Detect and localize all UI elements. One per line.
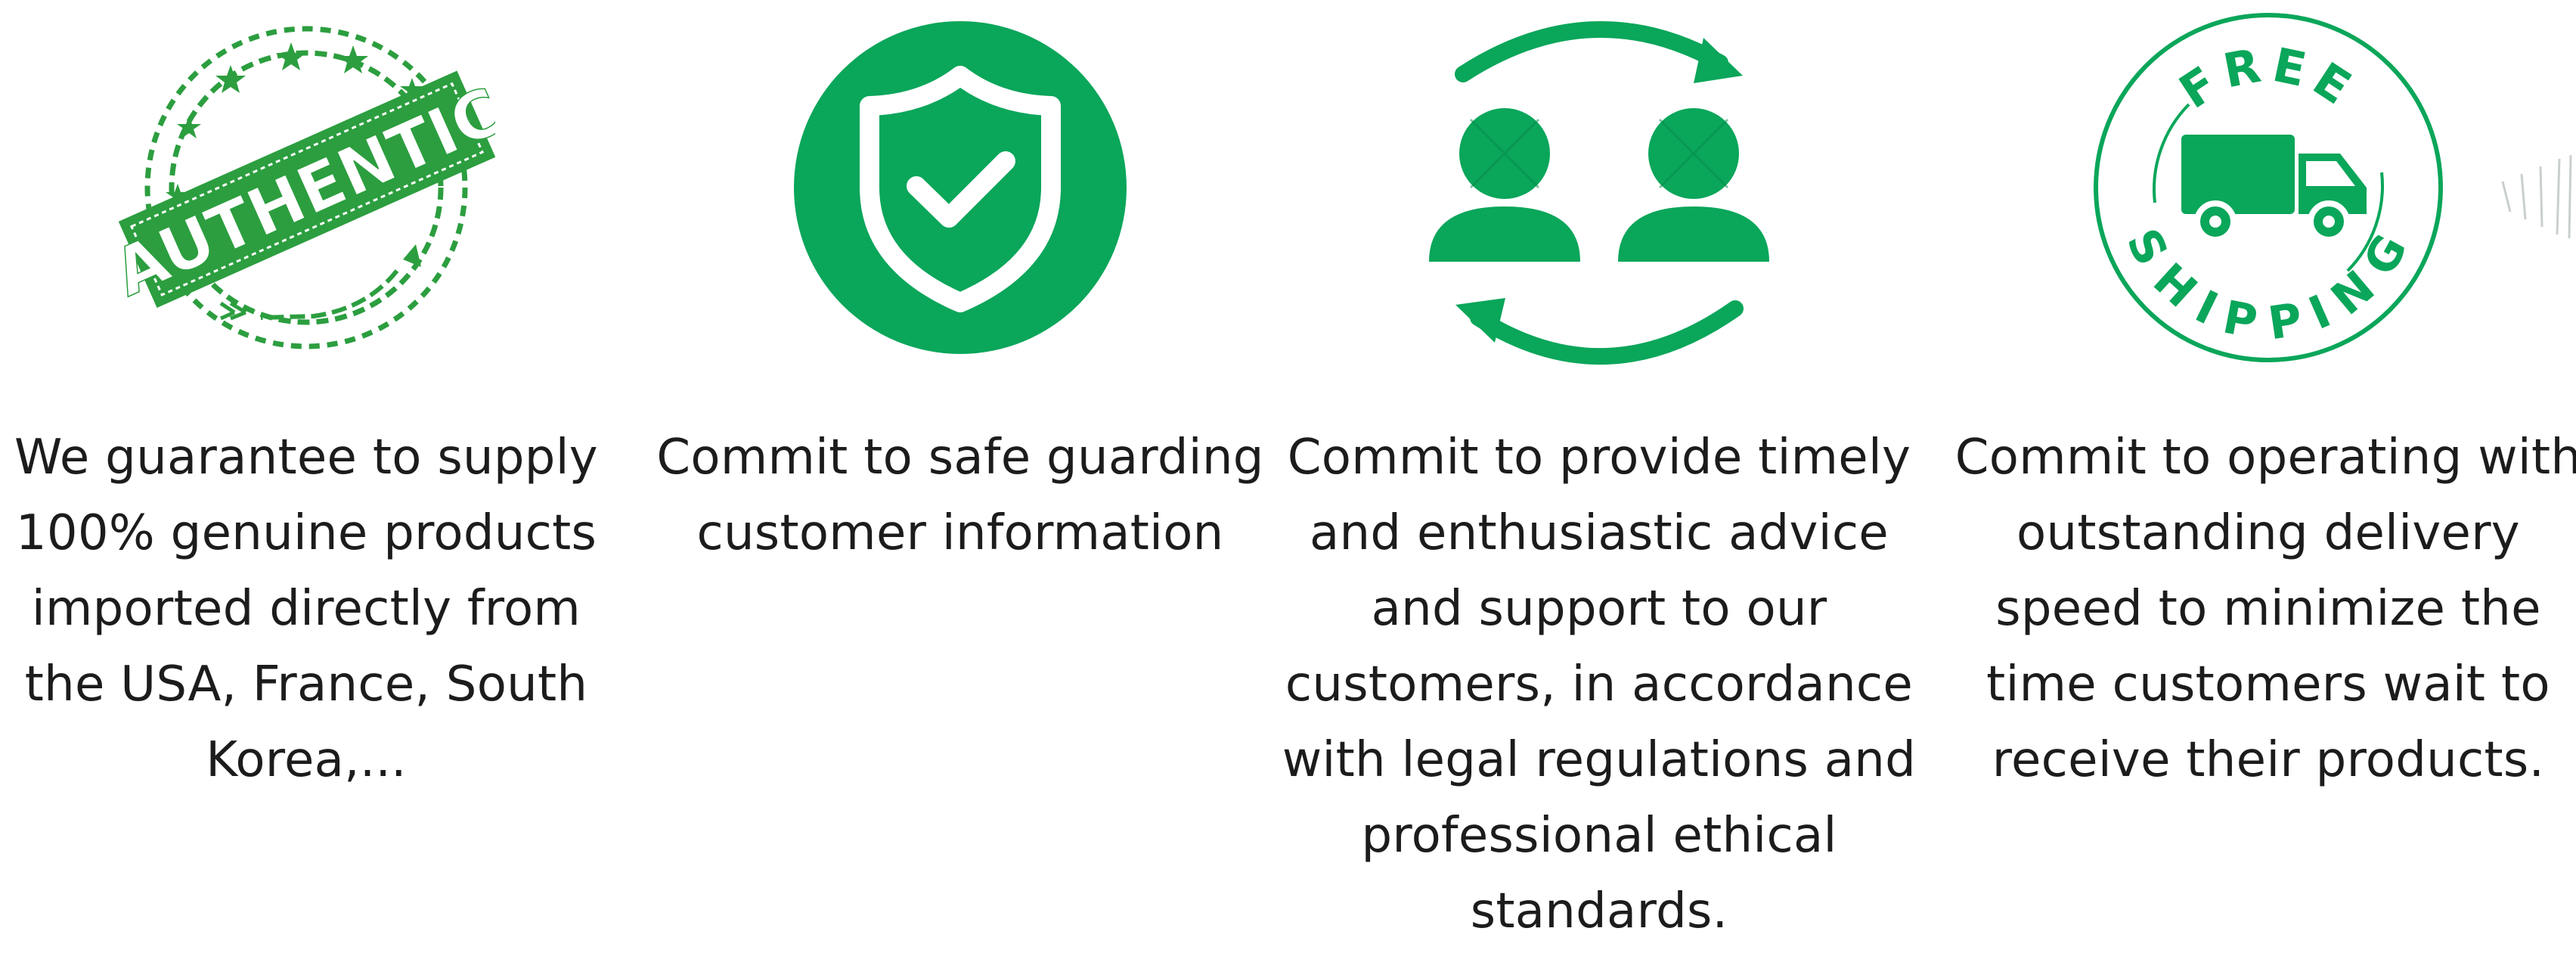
feature-description: Commit to provide timely and enthusiasti…: [1282, 430, 1917, 939]
feature-security: Commit to safe guarding customer informa…: [643, 0, 1278, 953]
badge-top-text: FREE: [2170, 36, 2360, 120]
badge-bottom-text: SHIPPING: [2116, 221, 2414, 351]
feature-description: Commit to safe guarding customer informa…: [656, 430, 1264, 561]
free-shipping-truck-icon: FREE SHIPPING: [2079, 6, 2457, 369]
customer-support-exchange-icon: [1410, 6, 1788, 369]
authentic-stamp-icon: AUTHENTIC: [117, 6, 495, 369]
svg-text:SHIPPING: SHIPPING: [2116, 221, 2420, 351]
feature-customer-support: Commit to provide timely and enthusiasti…: [1282, 0, 1917, 953]
edge-decoration: [2488, 151, 2576, 242]
feature-description: Commit to operating with outstanding del…: [1954, 430, 2576, 788]
feature-authentic: AUTHENTIC We guarantee to supply 100% ge…: [0, 0, 624, 953]
svg-text:FREE: FREE: [2170, 36, 2367, 120]
feature-free-shipping: FREE SHIPPING Commit to operating with o…: [1951, 0, 2576, 953]
shield-check-icon: [771, 6, 1149, 369]
feature-description: We guarantee to supply 100% genuine prod…: [14, 430, 598, 788]
